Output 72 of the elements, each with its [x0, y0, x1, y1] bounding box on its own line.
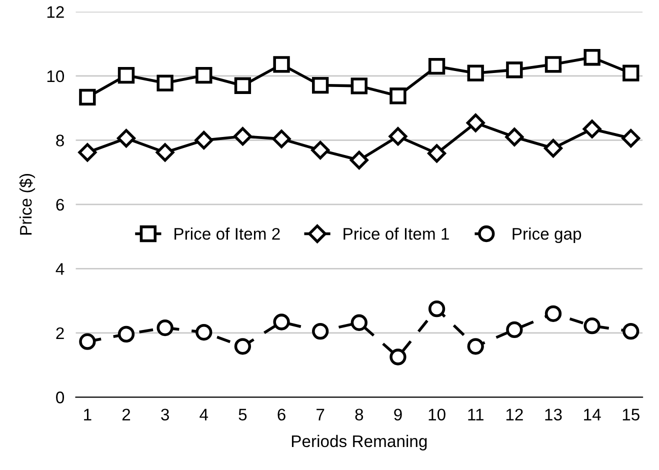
point	[584, 318, 600, 334]
x-tick-label: 10	[428, 408, 446, 421]
point	[505, 128, 524, 146]
point	[467, 338, 484, 355]
y-axis-title: Price ($)	[19, 174, 36, 235]
x-tick-label: 8	[355, 408, 364, 421]
point	[79, 333, 96, 350]
point	[350, 150, 368, 170]
y-tick-label: 12	[47, 6, 64, 18]
x-tick-label: 9	[394, 408, 402, 421]
point	[506, 62, 523, 78]
point	[156, 143, 174, 162]
point	[544, 139, 562, 158]
legend-label: Price of Item 2	[174, 228, 280, 240]
point	[117, 129, 136, 148]
y-tick-label: 4	[56, 263, 64, 275]
point	[390, 348, 406, 366]
point	[544, 56, 562, 73]
x-tick-label: 7	[316, 408, 324, 420]
point	[622, 129, 640, 148]
point	[466, 114, 485, 132]
point	[544, 305, 562, 322]
point	[196, 67, 212, 84]
point	[582, 120, 602, 138]
x-tick-label: 15	[622, 408, 640, 421]
y-tick-label: 2	[56, 327, 64, 339]
point	[273, 56, 290, 73]
point	[622, 64, 640, 82]
y-tick-label: 10	[47, 70, 64, 82]
x-tick-label: 3	[161, 408, 169, 421]
x-tick-label: 2	[122, 408, 130, 420]
point	[622, 322, 640, 340]
y-tick-label: 0	[56, 392, 64, 404]
point	[428, 144, 446, 163]
legend-label: Price gap	[512, 228, 582, 244]
point	[311, 140, 330, 160]
point	[118, 326, 135, 343]
point	[234, 77, 252, 94]
x-tick-label: 13	[545, 408, 562, 421]
y-tick-label: 6	[56, 198, 64, 211]
point	[467, 64, 484, 82]
y-tick-label: 8	[56, 134, 64, 146]
point	[156, 319, 174, 336]
point	[390, 88, 406, 104]
point	[388, 127, 408, 146]
x-axis-title: Periods Remaning	[292, 434, 427, 450]
point	[350, 78, 368, 94]
x-tick-label: 12	[506, 408, 523, 420]
point	[428, 58, 446, 75]
point	[78, 143, 97, 162]
point	[272, 130, 291, 148]
point	[194, 130, 214, 150]
point	[273, 314, 290, 330]
point	[584, 49, 600, 66]
legend-label: Price of Item 1	[344, 228, 449, 240]
x-tick-label: 4	[200, 408, 208, 420]
x-tick-label: 6	[278, 408, 286, 421]
point	[196, 324, 212, 341]
x-tick-label: 11	[468, 408, 484, 420]
x-tick-label: 1	[84, 408, 92, 420]
point	[156, 74, 174, 92]
point	[233, 127, 252, 146]
x-tick-label: 14	[584, 408, 601, 420]
x-tick-label: 5	[238, 408, 247, 421]
point	[428, 300, 446, 318]
point	[312, 76, 329, 94]
point	[350, 314, 368, 331]
point	[234, 338, 252, 355]
point	[79, 88, 96, 106]
point	[312, 322, 329, 340]
point	[118, 67, 135, 84]
point	[506, 321, 523, 338]
